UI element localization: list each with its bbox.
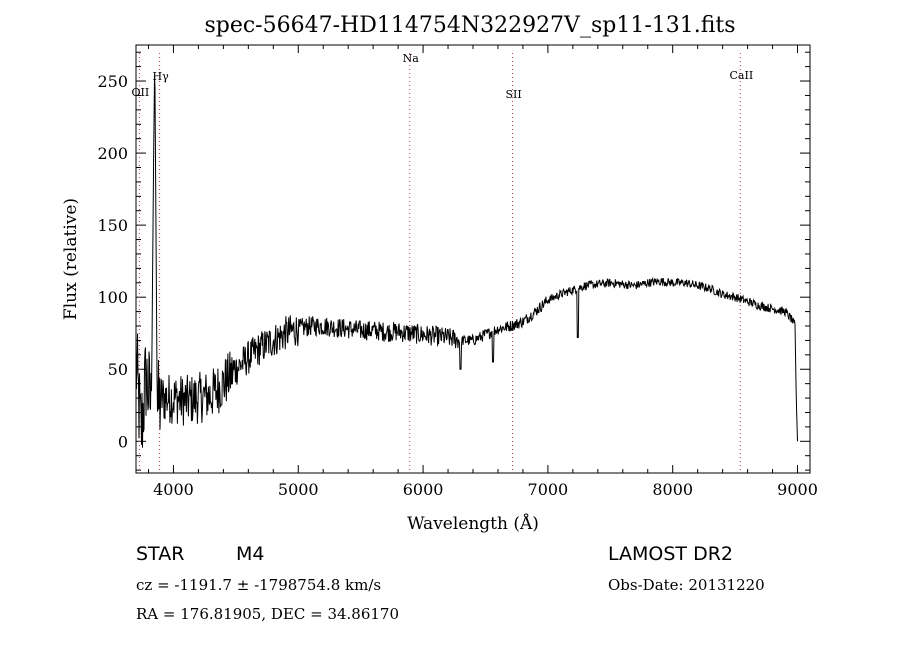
x-tick-label: 4000: [153, 480, 194, 499]
redshift-text: cz = -1191.7 ± -1798754.8 km/s: [136, 576, 382, 594]
line-marker-label: OII: [132, 86, 150, 99]
obs-date-text: Obs-Date: 20131220: [608, 576, 765, 594]
y-tick-label: 50: [108, 360, 128, 379]
survey-label: LAMOST DR2: [608, 543, 733, 565]
object-class: STAR: [136, 543, 185, 565]
axis-ticks: 4000 5000 6000 7000 8000 9000 0 50 100 150 200 250: [97, 45, 818, 499]
x-tick-label: 9000: [777, 480, 818, 499]
object-subclass: M4: [236, 543, 265, 565]
y-tick-label: 150: [97, 216, 128, 235]
plot-frame: [135, 44, 811, 474]
coordinates-text: RA = 176.81905, DEC = 34.86170: [136, 605, 400, 623]
spectrum-series-line: [135, 75, 798, 448]
x-tick-label: 8000: [652, 480, 693, 499]
chart-title: spec-56647-HD114754N322927V_sp11-131.fit…: [204, 13, 735, 38]
y-tick-label: 250: [97, 72, 128, 91]
line-marker-label: Hγ: [153, 70, 170, 83]
y-tick-label: 0: [118, 432, 128, 451]
y-axis-label: Flux (relative): [61, 198, 81, 320]
y-tick-label: 200: [97, 144, 128, 163]
line-marker-label: CaII: [730, 69, 754, 82]
x-tick-label: 6000: [403, 480, 444, 499]
x-tick-label: 5000: [278, 480, 319, 499]
x-tick-label: 7000: [528, 480, 569, 499]
line-marker-label: Na: [403, 52, 420, 65]
x-axis-label: Wavelength (Å): [407, 513, 539, 534]
y-tick-label: 100: [97, 288, 128, 307]
line-marker-label: SII: [505, 88, 521, 101]
